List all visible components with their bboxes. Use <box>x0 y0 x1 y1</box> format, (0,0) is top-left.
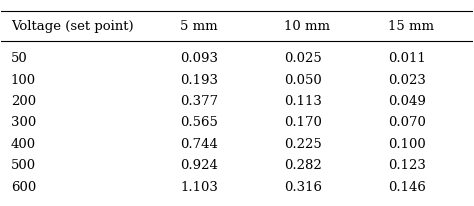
Text: 0.565: 0.565 <box>181 116 219 129</box>
Text: 0.023: 0.023 <box>388 73 426 86</box>
Text: 0.049: 0.049 <box>388 95 426 108</box>
Text: 0.377: 0.377 <box>181 95 219 108</box>
Text: 0.225: 0.225 <box>284 137 322 150</box>
Text: 0.070: 0.070 <box>388 116 426 129</box>
Text: 500: 500 <box>11 159 36 171</box>
Text: 400: 400 <box>11 137 36 150</box>
Text: 0.170: 0.170 <box>284 116 322 129</box>
Text: 0.924: 0.924 <box>181 159 219 171</box>
Text: 0.744: 0.744 <box>181 137 219 150</box>
Text: 300: 300 <box>11 116 36 129</box>
Text: 0.011: 0.011 <box>388 52 426 65</box>
Text: 0.113: 0.113 <box>284 95 322 108</box>
Text: 50: 50 <box>11 52 27 65</box>
Text: 200: 200 <box>11 95 36 108</box>
Text: 0.123: 0.123 <box>388 159 426 171</box>
Text: 0.146: 0.146 <box>388 180 426 193</box>
Text: 0.093: 0.093 <box>181 52 219 65</box>
Text: 0.193: 0.193 <box>181 73 219 86</box>
Text: 0.025: 0.025 <box>284 52 322 65</box>
Text: 0.100: 0.100 <box>388 137 426 150</box>
Text: 10 mm: 10 mm <box>284 20 330 33</box>
Text: 1.103: 1.103 <box>181 180 219 193</box>
Text: Voltage (set point): Voltage (set point) <box>11 20 134 33</box>
Text: 600: 600 <box>11 180 36 193</box>
Text: 0.316: 0.316 <box>284 180 322 193</box>
Text: 5 mm: 5 mm <box>181 20 218 33</box>
Text: 15 mm: 15 mm <box>388 20 434 33</box>
Text: 100: 100 <box>11 73 36 86</box>
Text: 0.050: 0.050 <box>284 73 322 86</box>
Text: 0.282: 0.282 <box>284 159 322 171</box>
